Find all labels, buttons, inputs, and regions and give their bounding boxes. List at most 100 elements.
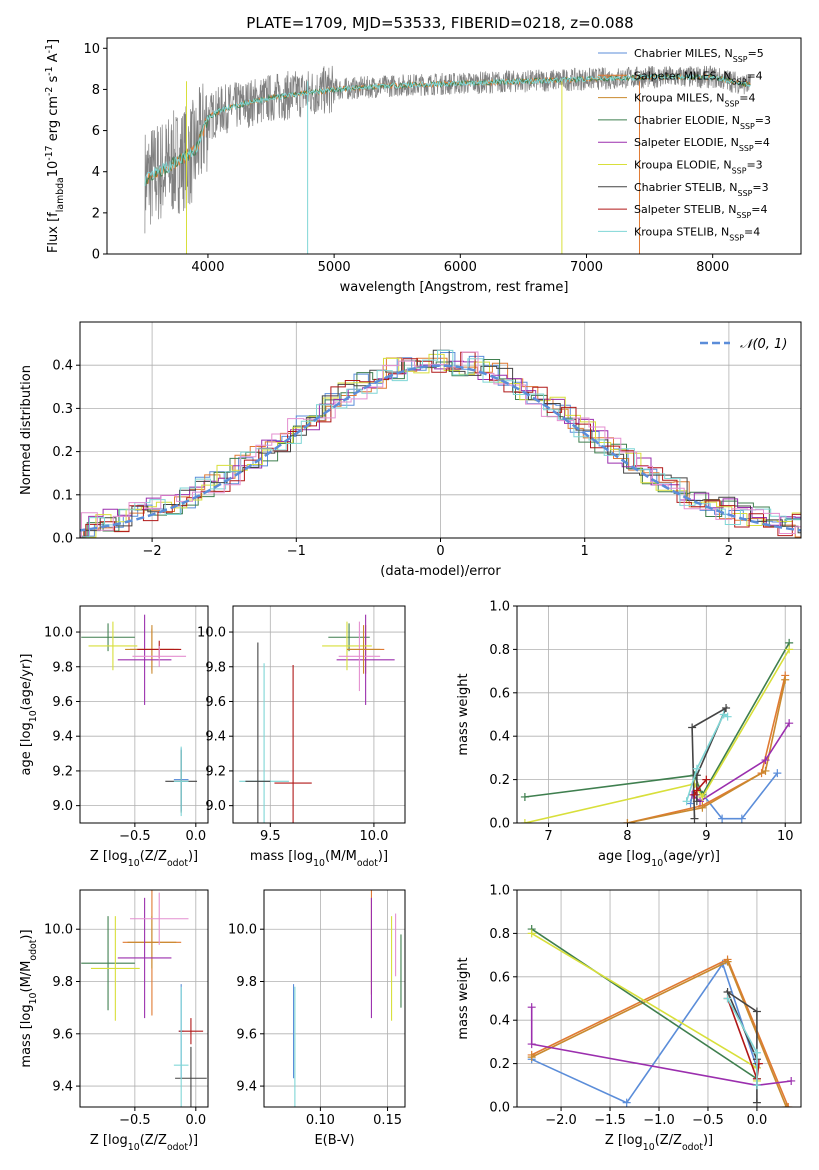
weight-marker <box>527 929 536 938</box>
y-tick-label: 0.3 <box>52 402 73 417</box>
residual-histogram <box>80 352 801 538</box>
residual-histogram <box>80 351 801 538</box>
plot-area <box>527 925 796 1107</box>
plot-area <box>239 614 395 823</box>
y-tick-label: 8 <box>92 83 100 98</box>
x-axis-label: wavelength [Angstrom, rest frame] <box>340 280 569 295</box>
x-tick-label: 7000 <box>570 260 603 275</box>
x-tick-label: 9.5 <box>260 829 281 844</box>
legend-label: Chabrier MILES, NSSP=5 <box>634 47 764 64</box>
y-tick-label: 0.6 <box>489 686 510 701</box>
weight-marker <box>785 645 794 654</box>
x-tick-label: 10.0 <box>359 829 388 844</box>
y-tick-label: 0.6 <box>489 970 510 985</box>
y-tick-label: 0 <box>92 248 100 263</box>
weight-line <box>627 675 786 823</box>
x-tick-label: 7 <box>544 829 552 844</box>
y-tick-label: 9.4 <box>205 730 226 745</box>
model-spectrum <box>144 73 751 187</box>
x-tick-label: −0.5 <box>119 829 151 844</box>
legend-label: Kroupa STELIB, NSSP=4 <box>634 225 760 242</box>
y-axis-label: Flux [flambda10-17 erg cm-2 s-1 A-1] <box>44 39 66 253</box>
weight-marker <box>702 775 711 784</box>
x-axis-label: Z [log10(Z/Zodot)] <box>90 849 198 869</box>
residual-histogram <box>80 353 801 538</box>
plot-area <box>80 349 801 538</box>
y-axis-label: age [log10(age/yr)] <box>19 654 39 776</box>
x-tick-label: 8 <box>623 829 631 844</box>
weight-marker <box>520 792 529 801</box>
panel-mass_vs_ebv: 0.10 0.15 9.4 9.6 9.8 10.0 E(B-V) <box>228 889 406 1148</box>
x-tick-label: −2 <box>143 544 162 559</box>
x-tick-label: 8000 <box>696 260 729 275</box>
y-axis-label: mass [log10(M/Modot)] <box>19 929 39 1067</box>
y-tick-label: 0.0 <box>489 817 510 832</box>
panel-mass_vs_Z: −0.5 0.0 9.4 9.6 9.8 10.0 Z [log10(Z/Zodot)] ma… <box>19 889 209 1153</box>
y-tick-label: 9.4 <box>236 1080 257 1095</box>
y-tick-label: 9.4 <box>52 730 73 745</box>
y-tick-label: 9.8 <box>236 975 257 990</box>
weight-marker <box>682 797 691 806</box>
x-axis-label: Z [log10(Z/Zodot)] <box>605 1133 713 1153</box>
x-tick-label: −1.0 <box>643 1113 675 1128</box>
y-tick-label: 1.0 <box>489 600 510 615</box>
x-axis-label: mass [log10(M/Modot)] <box>250 849 388 869</box>
legend-label: Salpeter STELIB, NSSP=4 <box>634 203 767 220</box>
x-tick-label: 10 <box>777 829 794 844</box>
residual-histogram <box>80 349 801 538</box>
y-tick-label: 0.2 <box>489 773 510 788</box>
weight-line <box>691 722 790 803</box>
legend-label: Chabrier STELIB, NSSP=3 <box>634 181 769 198</box>
weight-marker <box>761 766 770 775</box>
x-axis-label: Z [log10(Z/Zodot)] <box>90 1133 198 1153</box>
x-tick-label: 2 <box>725 544 733 559</box>
weight-marker <box>690 814 699 823</box>
axes-frame <box>263 889 406 1108</box>
y-tick-label: 10 <box>83 42 100 57</box>
legend-label: Kroupa ELODIE, NSSP=3 <box>634 159 763 176</box>
weight-marker <box>781 675 790 684</box>
y-tick-label: 4 <box>92 165 100 180</box>
weight-line <box>531 958 790 1107</box>
weight-marker <box>761 756 770 765</box>
weight-marker <box>692 786 701 795</box>
plot-area <box>81 890 207 1107</box>
x-tick-label: −2.0 <box>545 1113 577 1128</box>
weight-marker <box>690 790 699 799</box>
legend: Chabrier MILES, NSSP=5 Salpeter MILES, NS… <box>598 47 771 242</box>
y-tick-label: 0.0 <box>489 1101 510 1116</box>
legend: 𝒩(0, 1) <box>700 337 787 352</box>
x-tick-label: −0.5 <box>692 1113 724 1128</box>
x-tick-label: 0.0 <box>185 1113 206 1128</box>
axes-frame <box>516 605 802 824</box>
panel-weight_vs_Z: −2.0 −1.5 −1.0 −0.5 0.0 0.0 0.2 0.4 0.6 0.8 1.0 Z [… <box>456 884 802 1153</box>
weight-marker <box>692 797 701 806</box>
y-tick-label: 0.0 <box>52 532 73 547</box>
weight-marker <box>752 1081 761 1090</box>
y-tick-label: 9.2 <box>205 764 226 779</box>
weight-marker <box>785 719 794 728</box>
y-tick-label: 9.0 <box>205 799 226 814</box>
y-axis-label: mass weight <box>456 673 471 755</box>
y-tick-label: 9.8 <box>52 975 73 990</box>
weight-marker <box>773 769 782 778</box>
weight-marker <box>723 957 732 966</box>
y-tick-label: 10.0 <box>44 626 73 641</box>
x-tick-label: 0 <box>436 544 444 559</box>
x-tick-label: 0.0 <box>185 829 206 844</box>
x-axis-label: (data-model)/error <box>380 564 501 579</box>
x-tick-label: 9 <box>702 829 710 844</box>
weight-marker <box>752 1048 761 1057</box>
weight-marker <box>782 1103 791 1107</box>
x-tick-label: 0.0 <box>747 1113 768 1128</box>
weight-marker <box>622 1098 631 1107</box>
weight-marker <box>692 764 701 773</box>
weight-marker <box>688 723 697 732</box>
axes-frame <box>232 605 406 824</box>
panel-age_vs_Z: −0.5 0.0 9.0 9.2 9.4 9.6 9.8 10.0 Z [log10(Z/Zod… <box>19 605 209 869</box>
weight-line <box>524 642 790 798</box>
axes-frame <box>79 889 209 1108</box>
y-tick-label: 9.6 <box>205 695 226 710</box>
y-tick-label: 9.6 <box>236 1027 257 1042</box>
x-tick-label: 4000 <box>191 260 224 275</box>
